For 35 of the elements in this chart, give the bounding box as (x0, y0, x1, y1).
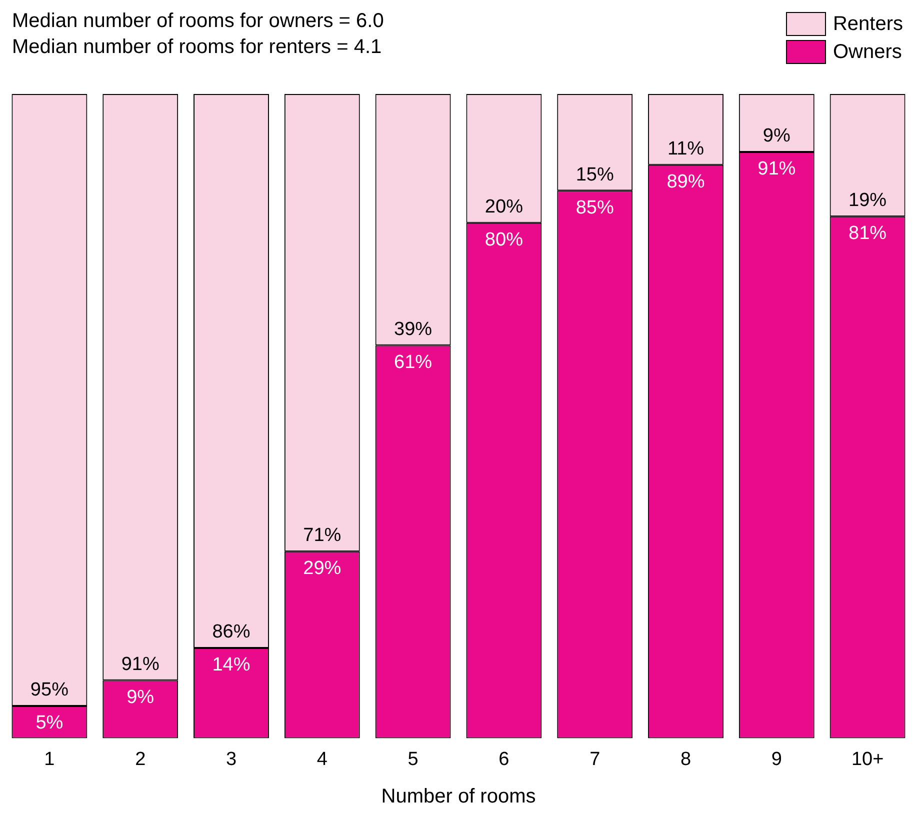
text: Median number of rooms for owners = 6.0 (12, 9, 384, 34)
data-label: 86% (212, 622, 250, 643)
data-label: 9% (762, 126, 790, 147)
x-axis-title: Number of rooms (381, 786, 536, 808)
data-label: 9% (126, 686, 154, 708)
x-tick-label: 2 (135, 748, 146, 770)
x-tick-label: 5 (408, 748, 418, 770)
x-tick-label: 10+ (851, 748, 884, 770)
x-tick-label: 1 (44, 748, 55, 770)
data-label: 91% (758, 158, 796, 180)
legend-label: Owners (832, 40, 902, 64)
data-label: 85% (576, 197, 614, 218)
data-label: 39% (394, 318, 432, 340)
data-label: 91% (121, 654, 160, 675)
x-tick-label: 6 (498, 748, 510, 770)
x-tick-label: 3 (226, 748, 237, 770)
data-label: 15% (576, 164, 614, 186)
data-label: 71% (303, 525, 342, 546)
data-label: 80% (484, 230, 524, 251)
x-tick-label: 7 (590, 748, 600, 770)
data-label: 19% (848, 190, 887, 212)
text: Median number of rooms for renters = 4.1 (12, 35, 383, 60)
x-tick-label: 9 (771, 748, 782, 770)
data-label: 95% (30, 680, 69, 701)
legend-label: Renters (832, 12, 903, 36)
x-tick-label: 8 (680, 748, 692, 770)
data-label: 81% (848, 223, 887, 244)
data-label: 29% (303, 558, 342, 580)
data-label: 20% (484, 196, 524, 218)
data-label: 14% (212, 654, 250, 676)
data-label: 89% (666, 172, 705, 193)
data-label: 61% (394, 352, 432, 373)
data-label: 11% (667, 138, 704, 160)
x-tick-label: 4 (316, 748, 328, 770)
data-label: 5% (36, 712, 64, 734)
